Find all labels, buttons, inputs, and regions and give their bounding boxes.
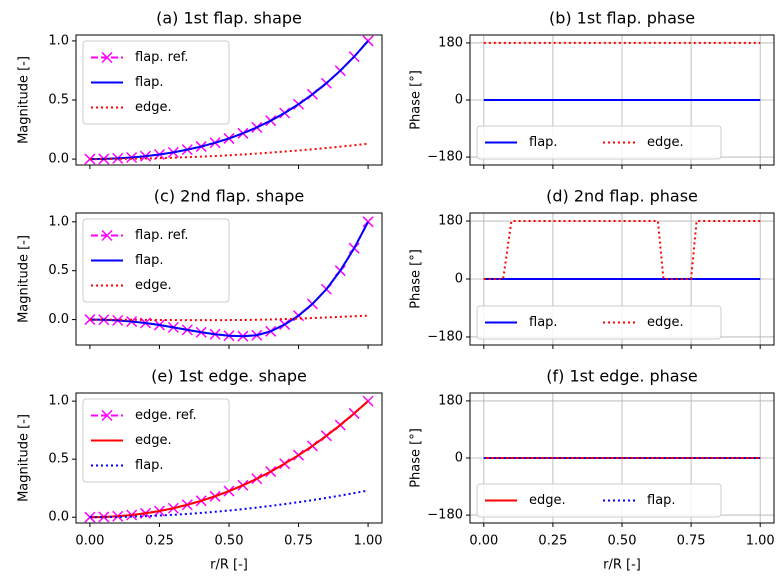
- axes-frame: [469, 34, 775, 166]
- legend-label: edge.: [529, 493, 566, 508]
- x-tick-label: 1.00: [746, 534, 775, 549]
- series-line: [89, 314, 369, 322]
- series-line: [89, 489, 369, 519]
- y-tick-label: 0: [455, 272, 463, 287]
- x-tick-label: 0.75: [284, 534, 313, 549]
- legend-marker: [101, 229, 113, 242]
- panel-title: (f) 1st edge. phase: [546, 367, 698, 386]
- y-tick-label: 0.5: [48, 452, 69, 467]
- series-line: [89, 142, 369, 161]
- legend-label: flap.: [135, 75, 164, 90]
- panel-title: (a) 1st flap. shape: [156, 9, 302, 28]
- legend-label: edge.: [647, 135, 684, 150]
- x-tick-label: 1.00: [354, 534, 383, 549]
- legend-label: flap. ref.: [135, 228, 189, 243]
- axes-frame: [469, 392, 775, 524]
- x-tick-label: 0.50: [608, 534, 637, 549]
- legend: flap. ref. flap. edge.: [82, 218, 230, 303]
- x-tick-label: 0.25: [145, 534, 174, 549]
- axes-frame: [75, 212, 383, 346]
- x-tick-label: 0.00: [469, 534, 498, 549]
- legend-label: edge. ref.: [135, 408, 197, 423]
- x-axis-label: r/R [-]: [603, 558, 641, 573]
- legend: edge. ref. edge. flap.: [82, 398, 230, 483]
- y-axis-label: Phase [°]: [409, 70, 424, 130]
- y-axis-label: Magnitude [-]: [17, 56, 32, 144]
- y-tick-label: 1.0: [48, 394, 69, 409]
- legend-frame: [82, 218, 230, 303]
- y-tick-label: 0.5: [48, 93, 69, 108]
- x-tick-label: 0.00: [75, 534, 104, 549]
- legend: flap. edge.: [476, 125, 722, 160]
- legend-label: edge.: [135, 100, 172, 115]
- legend-label: flap.: [529, 315, 558, 330]
- y-tick-label: 0.5: [48, 263, 69, 278]
- x-tick-label: 0.50: [215, 534, 244, 549]
- panel-title: (c) 2nd flap. shape: [154, 187, 304, 206]
- y-tick-label: 180: [438, 214, 463, 229]
- legend-label: flap.: [529, 135, 558, 150]
- y-tick-label: −180: [427, 329, 463, 344]
- legend-marker: [101, 409, 113, 422]
- y-axis-label: Phase [°]: [409, 249, 424, 309]
- panel-title: (b) 1st flap. phase: [549, 9, 695, 28]
- y-tick-label: 180: [438, 35, 463, 50]
- axes-frame: [75, 392, 383, 524]
- legend-frame: [476, 483, 722, 518]
- legend: flap. ref. flap. edge.: [82, 40, 230, 125]
- y-tick-label: 0.0: [48, 312, 69, 327]
- legend-label: flap.: [135, 458, 164, 473]
- legend-label: edge.: [647, 315, 684, 330]
- y-tick-label: 1.0: [48, 33, 69, 48]
- x-tick-label: 0.75: [677, 534, 706, 549]
- legend-label: flap. ref.: [135, 50, 189, 65]
- series-line: [483, 220, 761, 280]
- x-tick-label: 0.25: [538, 534, 567, 549]
- legend-label: flap.: [647, 493, 676, 508]
- y-axis-label: Phase [°]: [409, 428, 424, 488]
- y-tick-label: 0.0: [48, 152, 69, 167]
- y-tick-label: 0: [455, 451, 463, 466]
- series-line: [89, 221, 369, 338]
- legend-frame: [82, 398, 230, 483]
- legend-marker: [101, 51, 113, 64]
- x-axis-label: r/R [-]: [210, 558, 248, 573]
- legend-label: edge.: [135, 278, 172, 293]
- series-line: [89, 400, 369, 519]
- panel-title: (d) 2nd flap. phase: [546, 187, 698, 206]
- legend-frame: [476, 305, 722, 340]
- legend-frame: [476, 125, 722, 160]
- series-line: [89, 40, 369, 161]
- y-axis-label: Magnitude [-]: [17, 414, 32, 502]
- legend-label: flap.: [135, 253, 164, 268]
- y-tick-label: 0: [455, 93, 463, 108]
- axes-frame: [469, 212, 775, 346]
- y-tick-label: 1.0: [48, 214, 69, 229]
- y-tick-label: 0.0: [48, 510, 69, 525]
- legend: edge. flap.: [476, 483, 722, 518]
- legend-frame: [82, 40, 230, 125]
- y-axis-label: Magnitude [-]: [17, 235, 32, 323]
- y-tick-label: −180: [427, 150, 463, 165]
- panel-title: (e) 1st edge. shape: [151, 367, 307, 386]
- legend: flap. edge.: [476, 305, 722, 340]
- y-tick-label: 180: [438, 393, 463, 408]
- legend-label: edge.: [135, 433, 172, 448]
- y-tick-label: −180: [427, 508, 463, 523]
- axes-frame: [75, 34, 383, 166]
